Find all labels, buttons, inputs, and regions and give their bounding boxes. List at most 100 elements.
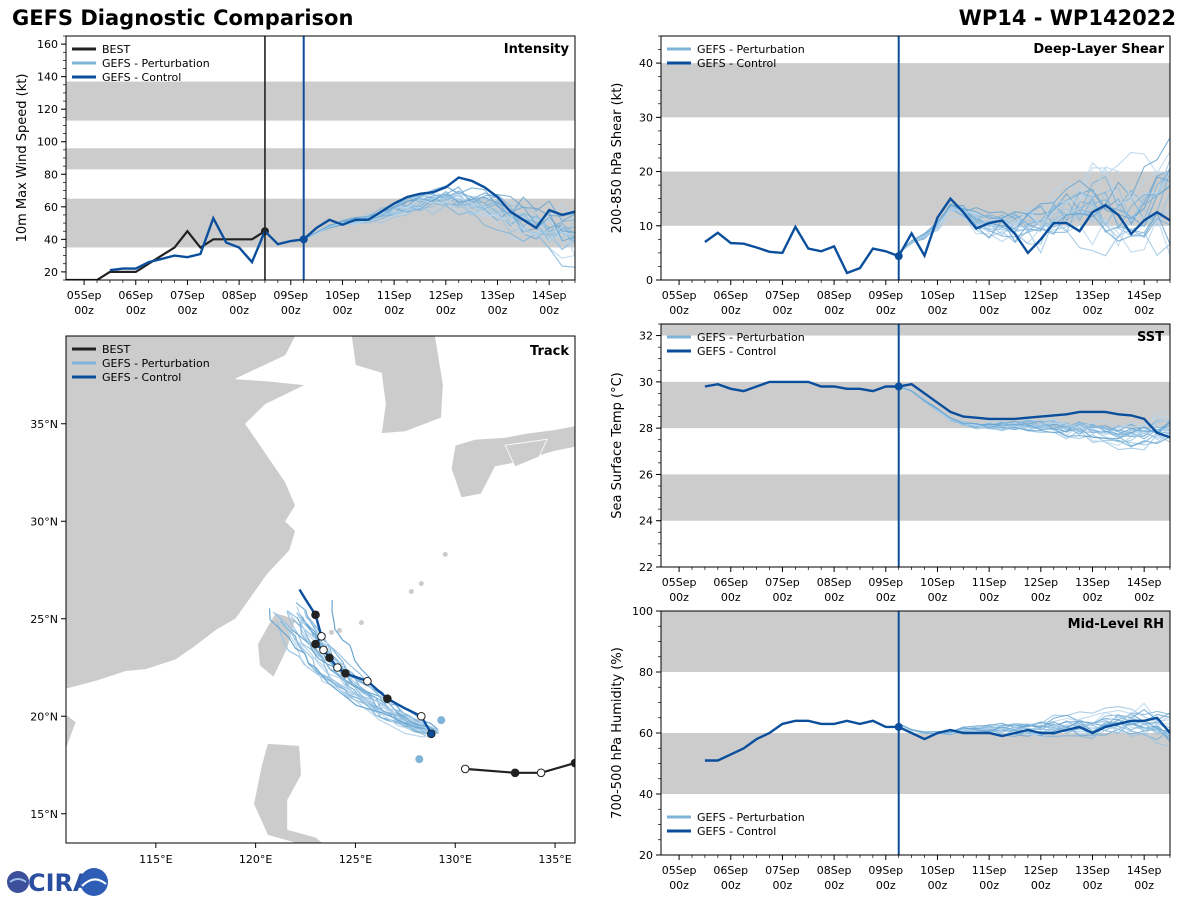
ylabel-rh: 700-500 hPa Humidity (%) <box>610 647 625 819</box>
best-track-marker-2 <box>510 768 520 778</box>
ytick-label-shear-30: 30 <box>639 111 653 124</box>
map-area <box>66 336 575 843</box>
xtick-sublabel-rh-1: 00z <box>721 879 741 892</box>
control-line-shear <box>704 196 1170 275</box>
xtick-sublabel-rh-3: 00z <box>824 879 844 892</box>
ytick-label-track-20: 20°N <box>30 710 58 723</box>
ytick-label-sst-30: 30 <box>639 376 653 389</box>
init-point-sst <box>894 382 903 391</box>
xtick-label-track-130: 130°E <box>439 853 472 866</box>
xtick-label-shear-4: 09Sep <box>868 289 903 302</box>
band-intensity-2 <box>66 81 575 121</box>
xtick-label-rh-0: 05Sep <box>662 864 697 877</box>
xtick-sublabel-sst-0: 00z <box>669 591 689 604</box>
xtick-sublabel-shear-6: 00z <box>979 304 999 317</box>
perturbation-track-0 <box>307 616 429 734</box>
ytick-label-shear-40: 40 <box>639 57 653 70</box>
xtick-label-track-125: 125°E <box>339 853 372 866</box>
ytick-label-rh-60: 60 <box>639 727 653 740</box>
control-track-marker-10 <box>311 610 320 620</box>
xtick-label-shear-6: 11Sep <box>972 289 1007 302</box>
ytick-label-intensity-120: 120 <box>37 103 58 116</box>
perturbation-line-sst-18 <box>898 385 1170 429</box>
best-track-marker-1 <box>536 768 546 778</box>
band-shear-1 <box>661 63 1170 118</box>
xtick-sublabel-intensity-5: 00z <box>333 304 353 317</box>
control-line-sst <box>704 380 1170 439</box>
xtick-label-shear-8: 13Sep <box>1075 289 1110 302</box>
xtick-label-intensity-5: 10Sep <box>325 289 360 302</box>
xtick-sublabel-rh-4: 00z <box>876 879 896 892</box>
panel-sst: 22 24 26 28 30 32 Sea Surface Temp (°C) 05Sep 00… <box>610 323 1171 604</box>
xtick-sublabel-sst-2: 00z <box>773 591 793 604</box>
xtick-sublabel-rh-2: 00z <box>773 879 793 892</box>
xtick-sublabel-sst-8: 00z <box>1083 591 1103 604</box>
plot-area-rh <box>661 611 1170 855</box>
xtick-label-intensity-0: 05Sep <box>67 289 102 302</box>
control-track-marker-8 <box>311 639 320 649</box>
ylabel-shear: 200-850 hPa Shear (kt) <box>610 83 625 234</box>
xtick-sublabel-rh-8: 00z <box>1083 879 1103 892</box>
xtick-sublabel-rh-9: 00z <box>1134 879 1154 892</box>
xtick-sublabel-rh-0: 00z <box>669 879 689 892</box>
band-rh-0 <box>661 733 1170 794</box>
xtick-sublabel-intensity-6: 00z <box>384 304 404 317</box>
perturbation-track-8 <box>293 619 424 735</box>
perturbation-track-20 <box>296 616 430 735</box>
best-track <box>465 761 575 774</box>
control-track-marker-2 <box>383 694 392 704</box>
xtick-sublabel-sst-7: 00z <box>1031 591 1051 604</box>
best-line-intensity <box>66 229 266 280</box>
ytick-label-sst-24: 24 <box>639 515 653 528</box>
perturbation-line-intensity-19 <box>303 190 575 242</box>
panel-title-shear: Deep-Layer Shear <box>1033 42 1164 57</box>
ytick-label-shear-0: 0 <box>646 274 653 287</box>
band-intensity-1 <box>66 148 575 170</box>
ytick-label-intensity-100: 100 <box>37 136 58 149</box>
control-track-marker-7 <box>319 645 328 655</box>
xtick-sublabel-intensity-3: 00z <box>229 304 249 317</box>
xtick-sublabel-sst-5: 00z <box>928 591 948 604</box>
control-track-marker-4 <box>341 669 350 678</box>
land-korea <box>350 336 444 434</box>
xtick-sublabel-shear-0: 00z <box>669 304 689 317</box>
perturbation-line-shear-6 <box>898 207 1170 255</box>
xtick-sublabel-rh-6: 00z <box>979 879 999 892</box>
xtick-label-rh-7: 12Sep <box>1023 864 1058 877</box>
xtick-label-sst-0: 05Sep <box>662 576 697 589</box>
ytick-label-sst-22: 22 <box>639 561 653 574</box>
xtick-label-intensity-1: 06Sep <box>118 289 153 302</box>
plot-area-sst <box>661 324 1170 567</box>
xtick-label-sst-4: 09Sep <box>868 576 903 589</box>
xtick-label-shear-7: 12Sep <box>1023 289 1058 302</box>
island-ryukyu-2 <box>336 627 342 633</box>
xtick-label-rh-8: 13Sep <box>1075 864 1110 877</box>
legend-label-control: GEFS - Control <box>697 825 776 838</box>
xtick-sublabel-shear-5: 00z <box>928 304 948 317</box>
land-shikoku <box>504 438 548 468</box>
xtick-sublabel-sst-6: 00z <box>979 591 999 604</box>
perturbation-line-sst-19 <box>898 385 1170 440</box>
xtick-label-intensity-6: 11Sep <box>377 289 412 302</box>
xtick-label-sst-2: 07Sep <box>765 576 800 589</box>
init-point-intensity <box>299 235 308 244</box>
cira-logo-badge-icon <box>80 868 108 896</box>
legend-label-control: GEFS - Control <box>697 345 776 358</box>
best-track-marker-0 <box>570 758 575 768</box>
panel-title-rh: Mid-Level RH <box>1068 617 1164 632</box>
land-mainland-china <box>66 336 307 690</box>
ytick-label-sst-28: 28 <box>639 422 653 435</box>
panel-intensity: 20 40 60 80 100 120 140 160 10m Max Wind Speed (… <box>15 35 576 317</box>
land-luzon <box>253 743 324 843</box>
xtick-sublabel-rh-5: 00z <box>928 879 948 892</box>
land-hainan <box>66 713 77 750</box>
xtick-sublabel-intensity-4: 00z <box>281 304 301 317</box>
xtick-label-shear-9: 14Sep <box>1127 289 1162 302</box>
xtick-sublabel-rh-7: 00z <box>1031 879 1051 892</box>
frame-track <box>65 335 576 844</box>
xtick-label-rh-5: 10Sep <box>920 864 955 877</box>
xtick-label-intensity-4: 09Sep <box>273 289 308 302</box>
legend-label-best: BEST <box>102 43 130 56</box>
xtick-sublabel-shear-4: 00z <box>876 304 896 317</box>
panel-shear: 0 10 20 30 40 200-850 hPa Shear (kt) 05Sep 00z 0… <box>610 35 1171 317</box>
